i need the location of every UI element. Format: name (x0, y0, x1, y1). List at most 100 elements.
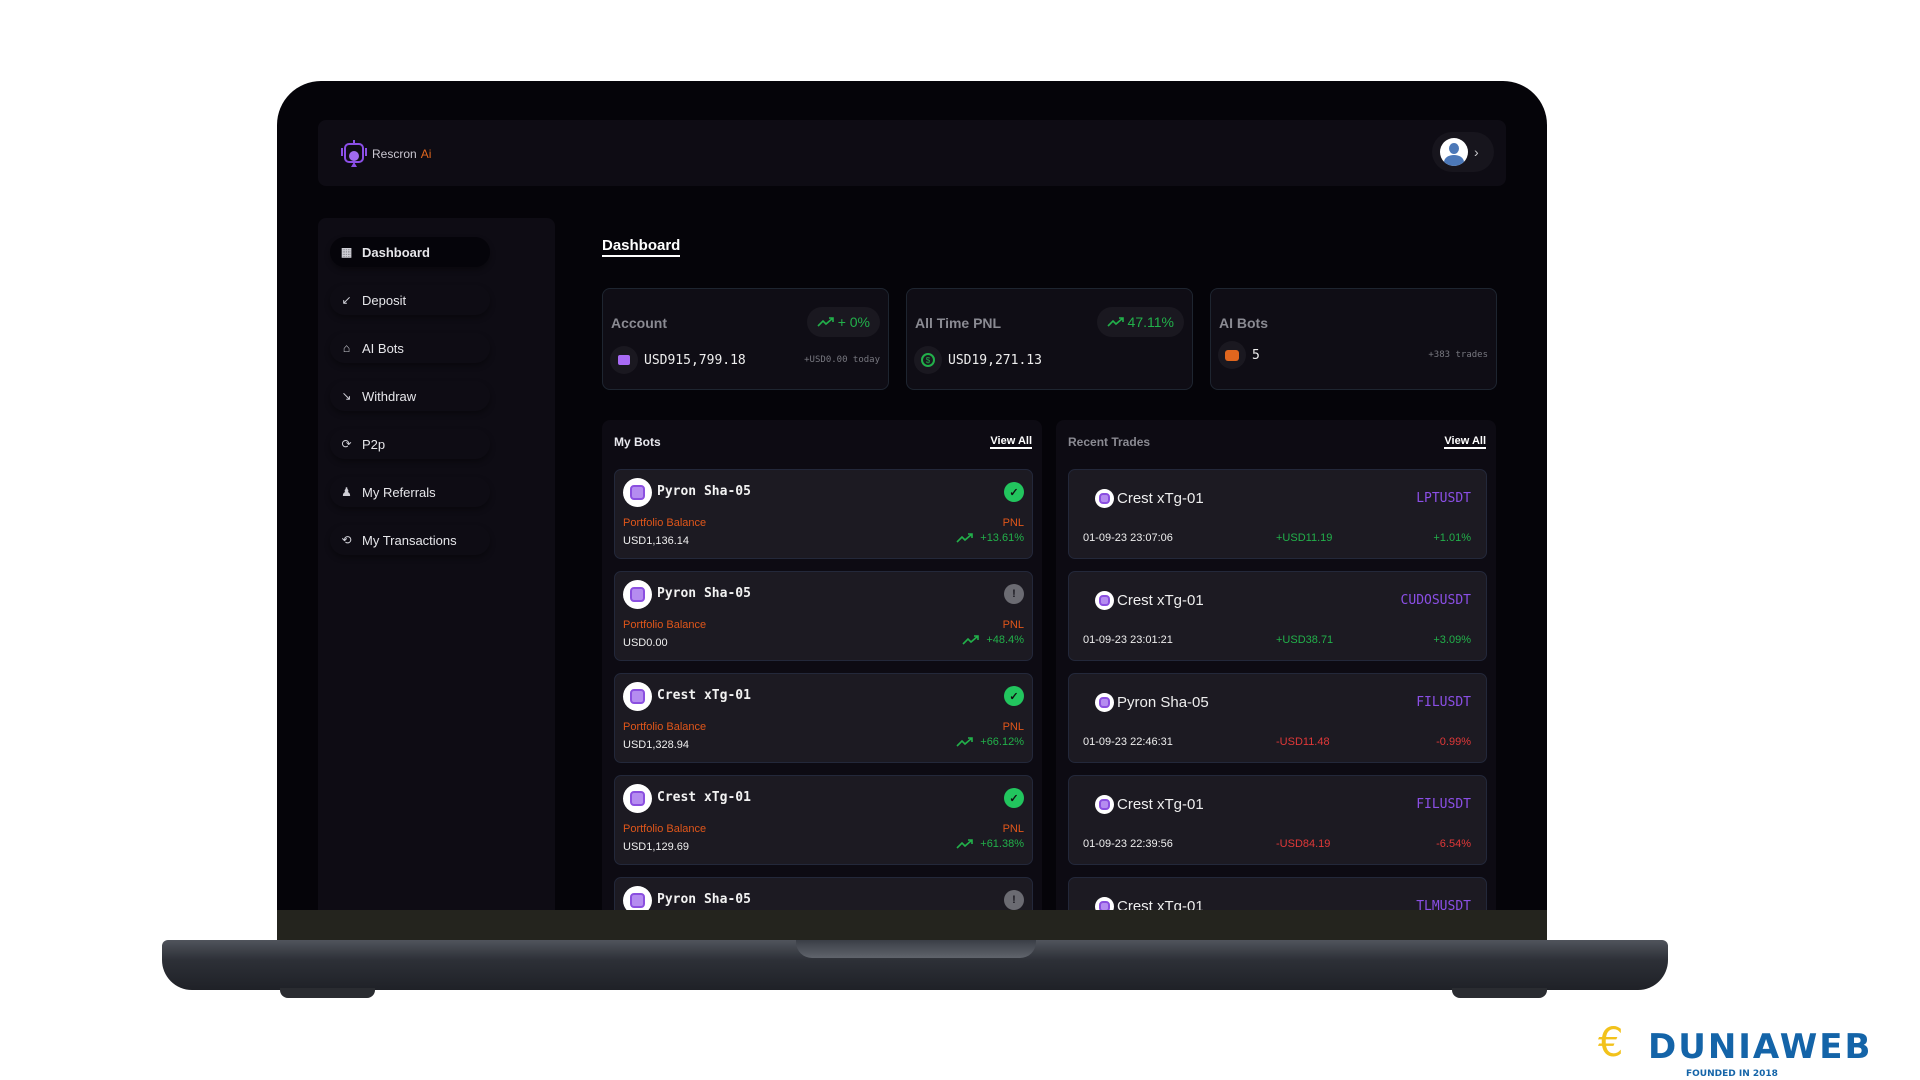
trend-up-icon (1106, 317, 1124, 327)
app-name-suffix: Ai (420, 147, 432, 161)
portfolio-balance-label: Portfolio Balance (623, 823, 707, 835)
robot-icon (1218, 341, 1246, 369)
trade-percent: +1.01% (1433, 532, 1471, 544)
recent-trades-view-all-link[interactable]: View All (1444, 435, 1486, 449)
trade-pair: FILUSDT (1416, 695, 1471, 710)
sidebar-item-label: My Transactions (362, 532, 457, 548)
sidebar-item-my-transactions[interactable]: ⟲ My Transactions (330, 525, 490, 555)
stat-card-ai-bots: AI Bots 5 +383 trades (1210, 288, 1497, 390)
deposit-icon: ↙ (341, 293, 352, 307)
sidebar-item-withdraw[interactable]: ↘ Withdraw (330, 381, 490, 411)
trade-bot-name: Crest xTg-01 (1117, 490, 1204, 507)
laptop-base (162, 940, 1668, 990)
robot-logo-icon (341, 140, 367, 167)
bot-name: Pyron Sha-05 (657, 484, 751, 499)
grid-icon: ▦ (340, 245, 353, 259)
bot-avatar-icon (623, 478, 652, 507)
card-subtext: +383 trades (1428, 350, 1488, 360)
my-bots-title: My Bots (614, 435, 661, 449)
portfolio-balance-value: USD1,136.14 (623, 535, 690, 547)
my-bots-view-all-link[interactable]: View All (990, 435, 1032, 449)
trade-item[interactable]: Crest xTg-01 TLMUSDT (1068, 877, 1487, 910)
bot-item[interactable]: Pyron Sha-05 ! Portfolio Balance USD0.00… (614, 571, 1033, 661)
card-label: All Time PNL (915, 315, 1002, 331)
pnl-label: PNL (1002, 721, 1024, 733)
card-value: USD19,271.13 (948, 352, 1042, 368)
recent-trades-title: Recent Trades (1068, 435, 1151, 449)
trade-item[interactable]: Pyron Sha-05 FILUSDT 01-09-23 22:46:31 -… (1068, 673, 1487, 763)
sidebar-item-deposit[interactable]: ↙ Deposit (330, 285, 490, 315)
sidebar-item-ai-bots[interactable]: ⌂ AI Bots (330, 333, 490, 363)
bot-name: Crest xTg-01 (657, 790, 751, 805)
pnl-value: +48.4% (962, 634, 1024, 646)
svg-text:€: € (1598, 1020, 1623, 1066)
chevron-right-icon: › (1474, 144, 1479, 160)
pnl-percent: +13.61% (980, 532, 1024, 544)
verified-badge-icon: ✓ (1004, 788, 1024, 808)
portfolio-balance-value: USD1,328.94 (623, 739, 690, 751)
pnl-label: PNL (1002, 619, 1024, 631)
bot-avatar-icon (1095, 591, 1114, 610)
bot-name: Pyron Sha-05 (657, 586, 751, 601)
verified-badge-icon: ✓ (1004, 482, 1024, 502)
trade-bot-name: Crest xTg-01 (1117, 796, 1204, 813)
pnl-label: PNL (1002, 517, 1024, 529)
pnl-value: +61.38% (956, 838, 1024, 850)
change-badge: + 0% (806, 307, 880, 337)
bot-avatar-icon (623, 682, 652, 711)
alert-badge-icon: ! (1004, 890, 1024, 910)
pnl-percent: +48.4% (986, 634, 1024, 646)
trade-amount: +USD11.19 (1276, 532, 1333, 544)
recent-trades-panel: Recent Trades View All Crest xTg-01 LPTU… (1056, 420, 1496, 910)
trade-item[interactable]: Crest xTg-01 LPTUSDT 01-09-23 23:07:06 +… (1068, 469, 1487, 559)
card-label: Account (611, 315, 667, 331)
card-subtext: +USD0.00 today (804, 355, 880, 365)
user-menu-button[interactable]: › (1432, 132, 1494, 172)
bot-avatar-icon (623, 580, 652, 609)
bot-name: Pyron Sha-05 (657, 892, 751, 907)
trade-pair: FILUSDT (1416, 797, 1471, 812)
verified-badge-icon: ✓ (1004, 686, 1024, 706)
trend-up-icon (956, 737, 974, 747)
users-icon: ♟ (341, 485, 352, 499)
card-value: 5 (1252, 347, 1260, 363)
trade-time: 01-09-23 22:46:31 (1083, 736, 1173, 748)
bot-avatar-icon (623, 784, 652, 813)
bot-item[interactable]: Pyron Sha-05 ! (614, 877, 1033, 910)
svg-text:DUNIAWEB: DUNIAWEB (1648, 1027, 1872, 1067)
robot-icon: ⌂ (342, 341, 351, 355)
sidebar-item-my-referrals[interactable]: ♟ My Referrals (330, 477, 490, 507)
trade-amount: -USD84.19 (1276, 838, 1331, 850)
bot-item[interactable]: Crest xTg-01 ✓ Portfolio Balance USD1,12… (614, 775, 1033, 865)
sidebar-item-dashboard[interactable]: ▦ Dashboard (330, 237, 490, 267)
trade-bot-name: Crest xTg-01 (1117, 898, 1204, 910)
trade-item[interactable]: Crest xTg-01 CUDOSUSDT 01-09-23 23:01:21… (1068, 571, 1487, 661)
trade-amount: +USD38.71 (1276, 634, 1334, 646)
stat-card-all-time-pnl: All Time PNL 47.11% $ USD19,271.13 (906, 288, 1193, 390)
bot-item[interactable]: Crest xTg-01 ✓ Portfolio Balance USD1,32… (614, 673, 1033, 763)
logo[interactable]: Rescron Ai (340, 139, 431, 169)
trade-bot-name: Pyron Sha-05 (1117, 694, 1209, 711)
bot-avatar-icon (623, 886, 652, 910)
bot-item[interactable]: Pyron Sha-05 ✓ Portfolio Balance USD1,13… (614, 469, 1033, 559)
sidebar-item-label: Dashboard (362, 244, 430, 260)
trade-pair: CUDOSUSDT (1400, 593, 1471, 608)
refresh-icon: ⟳ (341, 437, 352, 451)
sidebar-item-p2p[interactable]: ⟳ P2p (330, 429, 490, 459)
laptop-foot (280, 988, 375, 998)
sidebar: ▦ Dashboard ↙ Deposit ⌂ AI Bots ↘ Withdraw ⟳ P2p ♟… (318, 218, 555, 910)
portfolio-balance-label: Portfolio Balance (623, 619, 707, 631)
badge-value: + 0% (837, 314, 870, 330)
portfolio-balance-label: Portfolio Balance (623, 517, 707, 529)
pnl-value: +66.12% (956, 736, 1024, 748)
trade-item[interactable]: Crest xTg-01 FILUSDT 01-09-23 22:39:56 -… (1068, 775, 1487, 865)
bot-avatar-icon (1095, 693, 1114, 712)
trade-bot-name: Crest xTg-01 (1117, 592, 1204, 609)
pnl-percent: +66.12% (980, 736, 1024, 748)
trade-pair: LPTUSDT (1416, 491, 1471, 506)
trade-pair: TLMUSDT (1416, 899, 1471, 910)
trend-up-icon (956, 839, 974, 849)
bot-name: Crest xTg-01 (657, 688, 751, 703)
card-value: USD915,799.18 (644, 352, 746, 368)
sidebar-item-label: My Referrals (362, 484, 436, 500)
